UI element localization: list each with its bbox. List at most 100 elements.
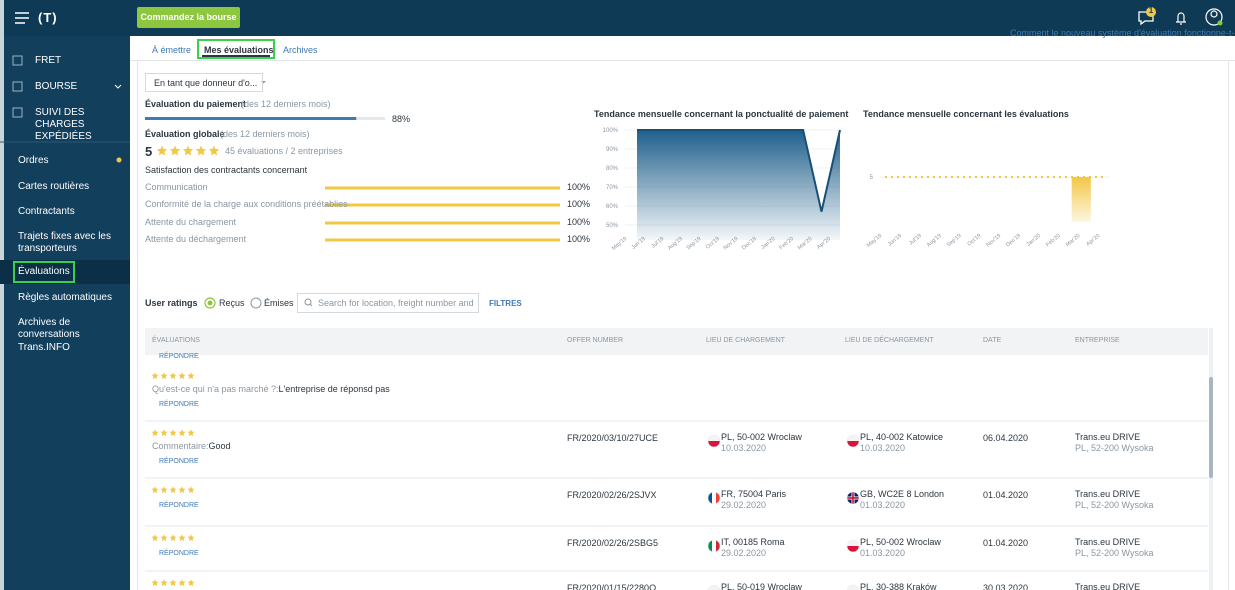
- nav-item[interactable]: Trans.INFO: [18, 342, 70, 353]
- column-header: ÉVALUATIONS: [152, 337, 200, 344]
- order-button[interactable]: Commandez la bourse: [137, 7, 240, 28]
- x-tick-label: Nov'19: [985, 233, 1002, 248]
- x-tick-label: Jul'19: [908, 233, 923, 247]
- flag-part: [852, 492, 854, 504]
- company: Trans.eu DRIVE: [1075, 432, 1141, 442]
- help-link[interactable]: Comment le nouveau système d'évaluation …: [1010, 28, 1235, 38]
- place: PL, 50-002 Wroclaw: [860, 537, 941, 547]
- line: [637, 129, 841, 212]
- nav-item[interactable]: Cartes routières: [18, 181, 90, 192]
- nav-item[interactable]: Ordres: [18, 155, 49, 166]
- comment-text: Good: [208, 441, 231, 451]
- scroll-thumb[interactable]: [1209, 377, 1213, 478]
- flag-part: [716, 492, 720, 504]
- company-address: PL, 52-200 Wysoka: [1075, 500, 1154, 510]
- comment-label: Qu'est-ce qui n'a pas marché ?:: [152, 384, 279, 394]
- flag-ring: [846, 434, 860, 448]
- star: [178, 372, 186, 380]
- flag-part: [847, 435, 859, 441]
- criterion-bar: [325, 186, 560, 190]
- logo: (T): [38, 10, 58, 25]
- flag-ring: [707, 584, 721, 590]
- nav-item[interactable]: Contractants: [18, 206, 75, 217]
- global-title: Évaluation globale: [145, 129, 225, 139]
- star: [208, 145, 220, 156]
- flag-part: [708, 492, 712, 504]
- place-date: 29.02.2020: [721, 500, 767, 510]
- reply-link[interactable]: RÉPONDRE: [159, 458, 199, 465]
- offer-number: FR/2020/03/10/27UCE: [567, 433, 659, 443]
- place: IT, 00185 Roma: [721, 537, 785, 547]
- tab[interactable]: À émettre: [152, 45, 192, 55]
- place-date: 01.03.2020: [860, 500, 906, 510]
- place-date: 10.03.2020: [860, 443, 906, 453]
- criterion-bar: [325, 221, 560, 225]
- x-tick-label: May'19: [866, 233, 883, 249]
- radio-label[interactable]: Reçus: [219, 298, 245, 308]
- criterion-label: Communication: [145, 182, 208, 192]
- y-tick-label: 50%: [606, 223, 619, 229]
- criterion-value: 100%: [567, 217, 591, 227]
- nav-item[interactable]: SUIVI DES CHARGES EXPÉDIÉES: [35, 107, 92, 142]
- star: [160, 534, 168, 542]
- content-card: [137, 60, 1229, 590]
- company: Trans.eu DRIVE: [1075, 582, 1141, 590]
- reply-link[interactable]: RÉPONDRE: [159, 550, 199, 557]
- place: PL, 50-019 Wroclaw: [721, 582, 802, 590]
- flag-part: [712, 492, 716, 504]
- global-summary: 45 évaluations / 2 entreprises: [225, 146, 343, 156]
- radio: [250, 297, 262, 309]
- x-tick-label: Jan'20: [1026, 233, 1042, 248]
- star: [178, 579, 186, 587]
- star: [169, 486, 177, 494]
- flag: [708, 492, 720, 504]
- star: [151, 429, 159, 437]
- satisfaction-title: Satisfaction des contractants concernant: [145, 165, 308, 175]
- nav-item[interactable]: BOURSE: [35, 81, 78, 92]
- role-select[interactable]: En tant que donneur d'o...: [145, 73, 263, 92]
- tab[interactable]: Mes évaluations: [204, 45, 274, 55]
- star-rating: [151, 534, 195, 542]
- menu-icon[interactable]: [14, 11, 30, 25]
- comment-text: L'entreprise de réponsd pas: [278, 384, 390, 394]
- star: [169, 579, 177, 587]
- flag: [847, 540, 859, 552]
- date: 30.03.2020: [983, 583, 1029, 590]
- filters-button[interactable]: FILTRES: [489, 299, 522, 308]
- flag-ring: [707, 491, 721, 505]
- nav-item[interactable]: Trajets fixes avec les transporteurs: [18, 231, 111, 254]
- x-tick-label: Jun'19: [887, 233, 903, 248]
- star: [182, 145, 194, 156]
- column-header: LIEU DE CHARGEMENT: [706, 337, 785, 344]
- place: GB, WC2E 8 London: [860, 489, 945, 499]
- flag: [847, 585, 859, 590]
- x-tick-label: Dec'19: [1005, 233, 1022, 248]
- star: [169, 145, 181, 156]
- star: [169, 429, 177, 437]
- flag-ring: [846, 539, 860, 553]
- reply-link[interactable]: RÉPONDRE: [159, 353, 199, 360]
- bell-icon: [1176, 12, 1186, 25]
- company-address: PL, 52-200 Wysoka: [1075, 548, 1154, 558]
- criterion-label: Attente du déchargement: [145, 234, 247, 244]
- star: [187, 429, 195, 437]
- star: [160, 486, 168, 494]
- nav-item[interactable]: FRET: [35, 55, 62, 66]
- tab[interactable]: Archives: [283, 45, 318, 55]
- search-box[interactable]: [297, 293, 479, 313]
- star: [151, 579, 159, 587]
- star: [160, 429, 168, 437]
- star-rating: [151, 579, 195, 587]
- radio-label[interactable]: Émises: [264, 298, 294, 308]
- user-status: [1217, 20, 1223, 26]
- nav-item[interactable]: Règles automatiques: [18, 292, 112, 303]
- reply-link[interactable]: RÉPONDRE: [159, 502, 199, 509]
- y-tick-label: 100%: [603, 128, 619, 134]
- reply-link[interactable]: RÉPONDRE: [159, 401, 199, 408]
- x-tick-label: Sep'19: [946, 233, 963, 249]
- column-header: OFFER NUMBER: [567, 337, 623, 344]
- nav-item[interactable]: Archives de conversations: [18, 317, 80, 340]
- nav-item[interactable]: Évaluations: [13, 261, 75, 283]
- place-date: 29.02.2020: [721, 548, 767, 558]
